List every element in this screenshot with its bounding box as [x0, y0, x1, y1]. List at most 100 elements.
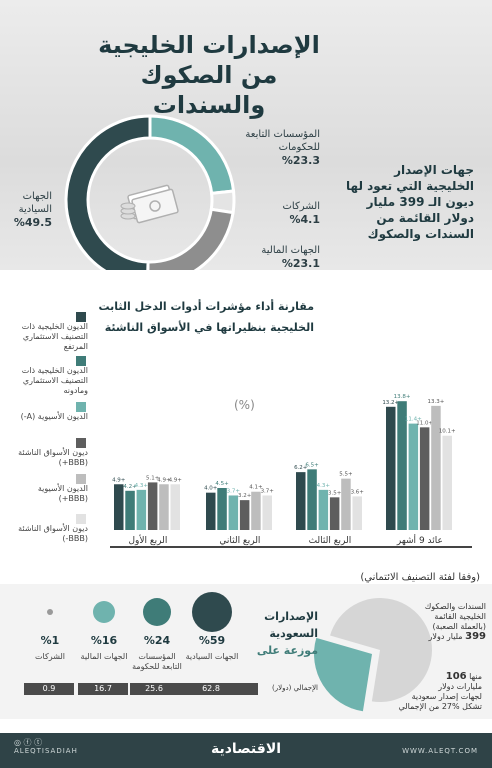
bar-1-4 [341, 478, 351, 530]
bar-label-2-3: 3.2+ [238, 493, 252, 499]
bar-label-2-5: 3.7+ [261, 488, 275, 494]
dist-circle-3 [47, 609, 53, 615]
bar-title-line-1: مقارنة أداء مؤشرات أدوات الدخل الثابت [98, 300, 314, 313]
bar-label-2-1: 4.5+ [215, 481, 229, 487]
legend-text-2: الديون الأسيوية (A-) [20, 412, 88, 421]
bar-2-2 [228, 495, 239, 530]
legend-swatch-5 [76, 514, 86, 524]
dist-label-1: المؤسسات التابعة للحكومة [132, 652, 182, 671]
bar-0-2 [408, 423, 419, 530]
bar-3-3 [147, 482, 158, 530]
bar-2-4 [251, 491, 261, 530]
legend-swatch-3 [76, 438, 86, 448]
dist-title-line-1: الإصدارات [264, 610, 318, 623]
bar-3-4 [159, 484, 169, 530]
dist-circle-2 [93, 601, 115, 623]
dist-pct-2: %16 [90, 634, 118, 647]
bar-1-3 [329, 497, 340, 530]
bar-label-1-5: 3.6+ [351, 489, 365, 495]
dist-circle-0 [192, 592, 232, 632]
legend-text-5: ديون الأسواق الناشئة (BBB-) [18, 524, 88, 543]
title-line-1: الإصدارات الخليجية [98, 31, 320, 59]
bar-0-5 [442, 435, 452, 530]
bar-label-3-2: 4.3+ [135, 483, 149, 489]
bar-1-0 [296, 472, 306, 530]
donut-value-gov-entities: %23.3 [281, 154, 320, 167]
legend-text-3: ديون الأسواق الناشئة (BBB+) [18, 448, 88, 467]
bar-label-3-1: 4.2+ [123, 484, 137, 490]
saudi-distribution-title: الإصدارات السعودية موزعة على [252, 608, 318, 659]
donut-label-corporates-text: الشركات [282, 201, 321, 212]
dist-value-0: 62.8 [164, 683, 258, 695]
legend-text-0: الديون الخليجية ذات التصنيف الاستثماري ا… [21, 322, 88, 351]
saudi-total-line-1: السندات والصكوك [424, 602, 486, 611]
bar-label-0-2: 11.4+ [405, 417, 422, 423]
bar-label-0-0: 13.2+ [382, 400, 399, 406]
saudi-share-value: 106 [445, 671, 467, 682]
bar-axis-line [110, 546, 472, 548]
title-line-2: من الصكوك والسندات [140, 61, 278, 119]
donut-label-sovereign: الجهات السيادية %49.5 [8, 190, 52, 229]
bar-unit-label: (%) [234, 398, 255, 412]
donut-label-financial: الجهات المالية %23.1 [250, 244, 320, 270]
bar-label-0-1: 13.8+ [394, 394, 411, 400]
legend-swatch-1 [76, 356, 86, 366]
donut-slice-3 [146, 207, 235, 270]
donut-label-corporates: الشركات %4.1 [268, 200, 321, 226]
header-note: جهات الإصدار الخليجية التي تعود لها ديون… [346, 163, 474, 241]
donut-label-sovereign-text: الجهات السيادية [18, 191, 52, 215]
bar-label-1-1: 6.5+ [305, 462, 319, 468]
legend-swatch-4 [76, 474, 86, 484]
donut-label-financial-text: الجهات المالية [261, 245, 320, 256]
saudi-total-line-2: الخليجية القائمة [434, 612, 486, 621]
donut-label-gov-entities: المؤسسات التابعة للحكومات %23.3 [236, 128, 320, 167]
social-icons[interactable]: ◎ ⓕ ⓣ [14, 738, 43, 747]
saudi-total-note: السندات والصكوك الخليجية القائمة (بالعمل… [336, 602, 486, 642]
dist-value-3: 0.9 [24, 683, 74, 695]
bar-title-line-2: الخليجية بنظيراتها في الأسواق الناشئة [104, 321, 314, 334]
saudi-total-value: 399 [465, 631, 486, 642]
donut-value-corporates: %4.1 [289, 213, 320, 226]
bar-2-3 [239, 500, 250, 530]
page-title: الإصدارات الخليجية من الصكوك والسندات [94, 30, 324, 120]
bar-3-1 [125, 490, 135, 530]
dist-pct-1: %24 [143, 634, 171, 647]
bar-chart-title: مقارنة أداء مؤشرات أدوات الدخل الثابت ال… [14, 296, 314, 338]
bar-3-5 [170, 484, 180, 530]
bar-2-1 [217, 488, 227, 530]
dist-value-1: 25.6 [130, 683, 178, 695]
category-label-0: عائد 9 أشهر [396, 534, 443, 546]
dist-label-2: الجهات المالية [80, 652, 128, 661]
bar-label-2-4: 4.1+ [249, 485, 263, 491]
bar-label-3-0: 4.9+ [112, 477, 126, 483]
dist-title-line-3: موزعة على [256, 644, 318, 657]
bar-0-3 [419, 427, 430, 530]
legend-swatch-2 [76, 402, 86, 412]
dist-pct-0: %59 [198, 634, 226, 647]
bar-label-3-5: 4.9+ [169, 477, 183, 483]
saudi-total-label: الإجمالي (دولار) [272, 684, 318, 692]
bar-marks: 13.2+13.8+ 11.4+11.0+ 13.3+ 10.1+ عائد 9 أشه… [112, 394, 456, 546]
bar-0-1 [397, 401, 407, 530]
bar-3-2 [136, 489, 147, 530]
legend-text-1: الديون الخليجية ذات التصنيف الاستثماري و… [21, 366, 88, 395]
bar-label-0-5: 10.1+ [439, 429, 456, 435]
dist-pct-3: %1 [40, 634, 60, 647]
saudi-share-value-row: منها 106 [332, 672, 482, 682]
bar-1-2 [318, 489, 329, 530]
saudi-total-line-3: (بالعملة الصعبة) [432, 622, 486, 631]
saudi-share-line-2: لجهات إصدار سعودية [411, 692, 482, 701]
category-label-2: الربع الثاني [219, 536, 260, 546]
legend-swatch-0 [76, 312, 86, 322]
donut-slice-0 [64, 114, 152, 270]
saudi-share-line-1: مليارات دولار [438, 682, 482, 691]
bar-label-0-4: 13.3+ [428, 399, 445, 405]
bar-2-5 [262, 495, 272, 530]
footer: ◎ ⓕ ⓣ ALEQTISADIAH الاقتصادية WWW.ALEQT.… [0, 733, 492, 768]
footer-handle[interactable]: ALEQTISADIAH [14, 747, 78, 755]
bar-label-3-3: 5.1+ [146, 475, 160, 481]
bar-0-0 [386, 406, 396, 530]
bar-label-0-3: 11.0+ [416, 420, 433, 426]
bar-label-3-4: 4.9+ [157, 477, 171, 483]
footer-website[interactable]: WWW.ALEQT.COM [402, 747, 478, 755]
